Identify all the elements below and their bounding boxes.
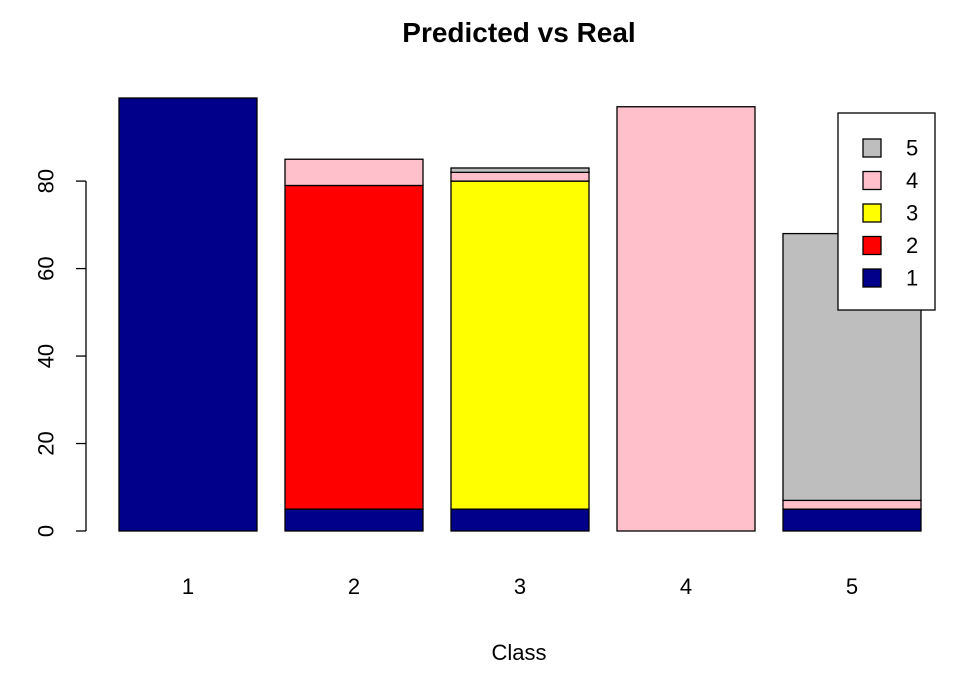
legend-label-3: 3 [906, 201, 918, 226]
bar-segment-class-5-series-1 [782, 508, 922, 532]
bar-segment-class-3-series-1 [450, 508, 590, 532]
legend-label-2: 2 [906, 233, 918, 258]
legend-label-5: 5 [906, 136, 918, 161]
y-tick-label: 60 [34, 256, 59, 280]
bar-segment-class-5-series-4 [782, 499, 922, 510]
y-axis: 0 20 40 60 80 [34, 169, 87, 537]
y-tick-label: 80 [34, 169, 59, 193]
y-tick-label: 0 [34, 525, 59, 537]
bar-segment-class-2-series-1 [284, 508, 424, 532]
legend-label-4: 4 [906, 168, 918, 193]
y-tick-label: 20 [34, 431, 59, 455]
x-tick-label: 1 [182, 574, 194, 599]
bar-segment-class-3-series-5 [450, 167, 590, 174]
bar-segment-class-3-series-4 [450, 171, 590, 182]
chart-title: Predicted vs Real [402, 17, 635, 48]
x-tick-label: 5 [846, 574, 858, 599]
legend-swatch-5 [862, 138, 882, 158]
x-tick-label: 2 [348, 574, 360, 599]
x-tick-label: 4 [680, 574, 692, 599]
x-tick-labels: 1 2 3 4 5 [182, 574, 858, 599]
legend-box [837, 112, 936, 311]
x-axis-label: Class [491, 640, 546, 665]
bars-group [118, 97, 922, 532]
y-tick-label: 40 [34, 344, 59, 368]
legend: 5 4 3 2 1 [837, 112, 936, 311]
legend-swatch-2 [862, 235, 882, 256]
legend-swatch-4 [862, 170, 882, 191]
x-tick-label: 3 [514, 574, 526, 599]
bar-segment-class-1-series-1 [118, 97, 258, 532]
legend-swatch-1 [862, 268, 882, 288]
bar-segment-class-4-series-4 [616, 106, 756, 532]
legend-label-1: 1 [906, 266, 918, 291]
legend-swatch-3 [862, 203, 882, 223]
bar-segment-class-3-series-3 [450, 180, 590, 510]
bar-segment-class-2-series-4 [284, 158, 424, 187]
bar-segment-class-2-series-2 [284, 184, 424, 510]
